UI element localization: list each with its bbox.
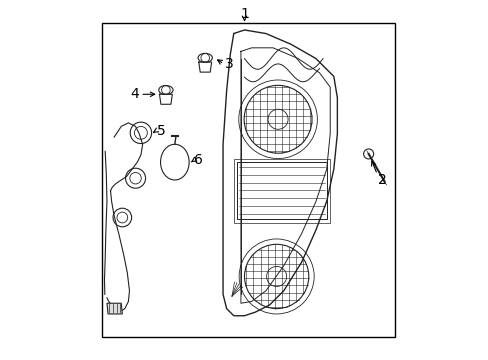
Bar [237,162,326,219]
Text: 6: 6 [194,153,203,167]
Bar [233,158,329,223]
Bar [102,23,394,337]
Text: 3: 3 [224,57,233,71]
Text: 1: 1 [240,7,248,21]
Text: 5: 5 [157,124,165,138]
Polygon shape [107,303,122,314]
Text: 4: 4 [130,87,139,101]
Text: 2: 2 [378,173,386,187]
